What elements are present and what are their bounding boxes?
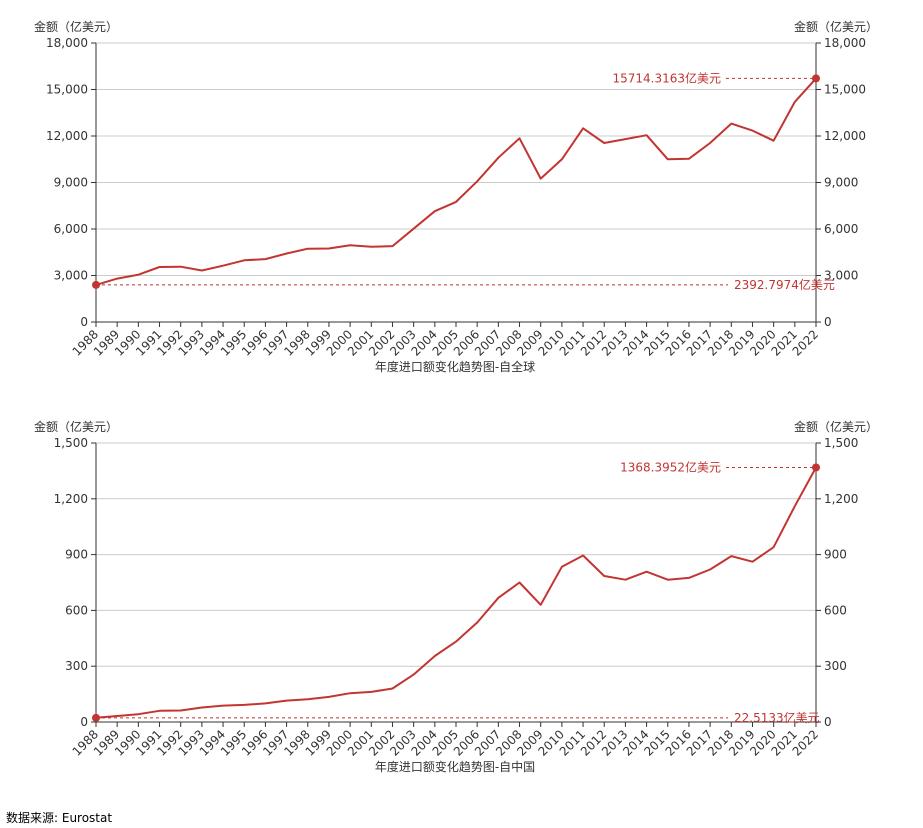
min-value-label: 22.5133亿美元 (734, 710, 820, 725)
data-source-note: 数据来源: Eurostat (6, 811, 113, 825)
y-tick-label-right: 1,500 (824, 436, 858, 450)
series-line (95, 77, 817, 286)
y-tick-label-left: 12,000 (46, 129, 88, 143)
y-tick-label-right: 9,000 (824, 176, 858, 190)
y-tick-label-right: 900 (824, 548, 847, 562)
max-marker-point (812, 74, 820, 83)
y-tick-label-left: 9,000 (54, 176, 88, 190)
y-tick-label-right: 1,200 (824, 492, 858, 506)
y-tick-label-left: 300 (65, 659, 88, 673)
y-axis-unit-right: 金额（亿美元） (794, 419, 878, 434)
y-tick-label-left: 0 (80, 315, 88, 329)
y-tick-label-left: 6,000 (54, 222, 88, 236)
y-tick-label-right: 600 (824, 603, 847, 617)
y-tick-label-left: 15,000 (46, 83, 88, 97)
x-axis-title: 年度进口额变化趋势图-自中国 (375, 759, 535, 774)
min-marker-point (92, 280, 100, 289)
y-tick-label-left: 3,000 (54, 269, 88, 283)
y-tick-label-left: 900 (65, 548, 88, 562)
y-tick-label-left: 0 (80, 715, 88, 729)
x-axis-title: 年度进口额变化趋势图-自全球 (375, 359, 535, 374)
y-tick-label-left: 1,500 (54, 436, 88, 450)
y-tick-label-right: 12,000 (824, 129, 866, 143)
y-tick-label-left: 600 (65, 603, 88, 617)
max-value-label: 15714.3163亿美元 (612, 70, 721, 85)
y-axis-unit-left: 金额（亿美元） (34, 419, 118, 434)
chart-1: 0 0 3,000 3,000 6,000 6,000 9,000 9,000 12,000 12… (34, 19, 878, 374)
y-axis-unit-right: 金额（亿美元） (794, 19, 878, 34)
y-tick-label-right: 3,000 (824, 269, 858, 283)
series-line (95, 467, 817, 719)
y-tick-label-right: 0 (824, 315, 832, 329)
y-tick-label-right: 300 (824, 659, 847, 673)
y-tick-label-right: 0 (824, 715, 832, 729)
y-tick-label-left: 18,000 (46, 36, 88, 50)
min-value-label: 2392.7974亿美元 (734, 277, 835, 292)
y-tick-label-right: 15,000 (824, 83, 866, 97)
y-axis-unit-left: 金额（亿美元） (34, 19, 118, 34)
max-marker-point (812, 463, 820, 472)
y-tick-label-right: 18,000 (824, 36, 866, 50)
y-tick-label-right: 6,000 (824, 222, 858, 236)
chart-2: 0 0 300 300 600 600 900 900 1,200 1,200 1,500 1,500… (34, 419, 878, 774)
min-marker-point (92, 713, 100, 722)
y-tick-label-left: 1,200 (54, 492, 88, 506)
max-value-label: 1368.3952亿美元 (620, 459, 721, 474)
